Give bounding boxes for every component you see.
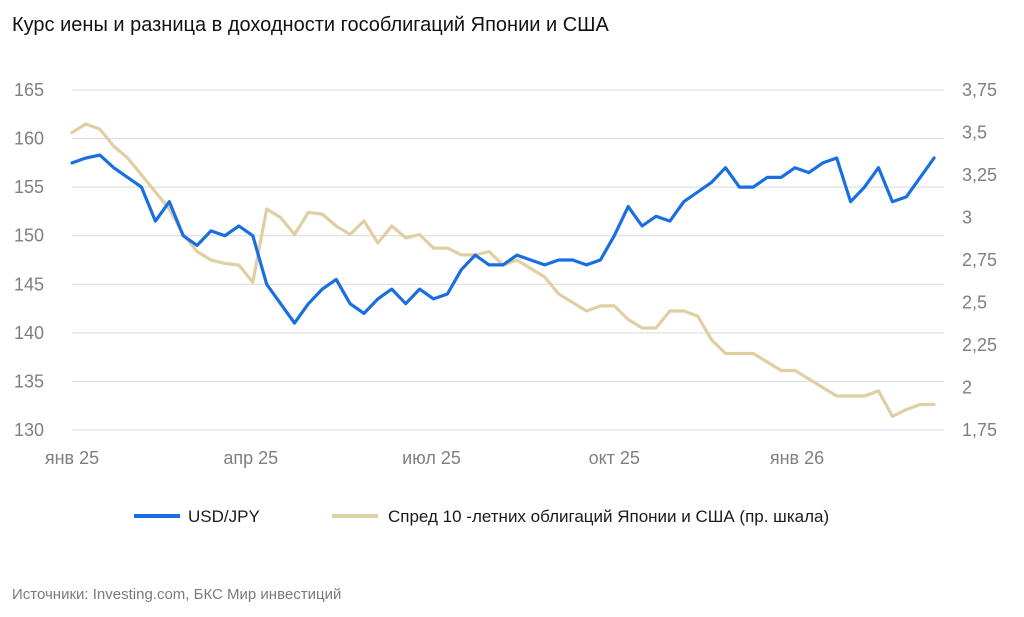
x-tick-label: апр 25 <box>223 448 278 468</box>
gridlines <box>72 89 944 431</box>
right-tick-label: 1,75 <box>962 420 997 440</box>
chart-title: Курс иены и разница в доходности гособли… <box>12 14 609 36</box>
x-tick-label: янв 25 <box>45 448 99 468</box>
legend: USD/JPY Спред 10 -летних облигаций Японии… <box>134 507 829 526</box>
x-axis-ticks: янв 25 апр 25 июл 25 окт 25 янв 26 <box>45 448 824 468</box>
right-tick-label: 2,5 <box>962 293 987 313</box>
right-tick-label: 2,75 <box>962 250 997 270</box>
right-tick-label: 3,5 <box>962 123 987 143</box>
usdjpy-line <box>70 153 936 325</box>
left-tick-label: 145 <box>14 274 44 294</box>
right-tick-label: 3 <box>962 208 972 228</box>
left-tick-label: 140 <box>14 323 44 343</box>
left-axis-ticks: 165 160 155 150 145 140 135 130 <box>14 80 44 440</box>
series-lines <box>70 122 936 418</box>
x-tick-label: окт 25 <box>589 448 640 468</box>
right-tick-label: 3,25 <box>962 165 997 185</box>
left-tick-label: 165 <box>14 80 44 100</box>
right-tick-label: 2,25 <box>962 335 997 355</box>
usdjpy-legend-label: USD/JPY <box>188 507 260 526</box>
right-tick-label: 3,75 <box>962 80 997 100</box>
left-tick-label: 160 <box>14 129 44 149</box>
x-tick-label: янв 26 <box>770 448 824 468</box>
source-note: Источники: Investing.com, БКС Мир инвест… <box>12 586 342 603</box>
left-tick-label: 135 <box>14 371 44 391</box>
spread-line <box>70 122 936 418</box>
x-tick-label: июл 25 <box>402 448 461 468</box>
left-tick-label: 155 <box>14 177 44 197</box>
left-tick-label: 130 <box>14 420 44 440</box>
spread-legend-label: Спред 10 -летних облигаций Японии и США … <box>388 507 829 526</box>
right-axis-ticks: 3,75 3,5 3,25 3 2,75 2,5 2,25 2 1,75 <box>962 80 997 440</box>
right-tick-label: 2 <box>962 378 972 398</box>
left-tick-label: 150 <box>14 226 44 246</box>
